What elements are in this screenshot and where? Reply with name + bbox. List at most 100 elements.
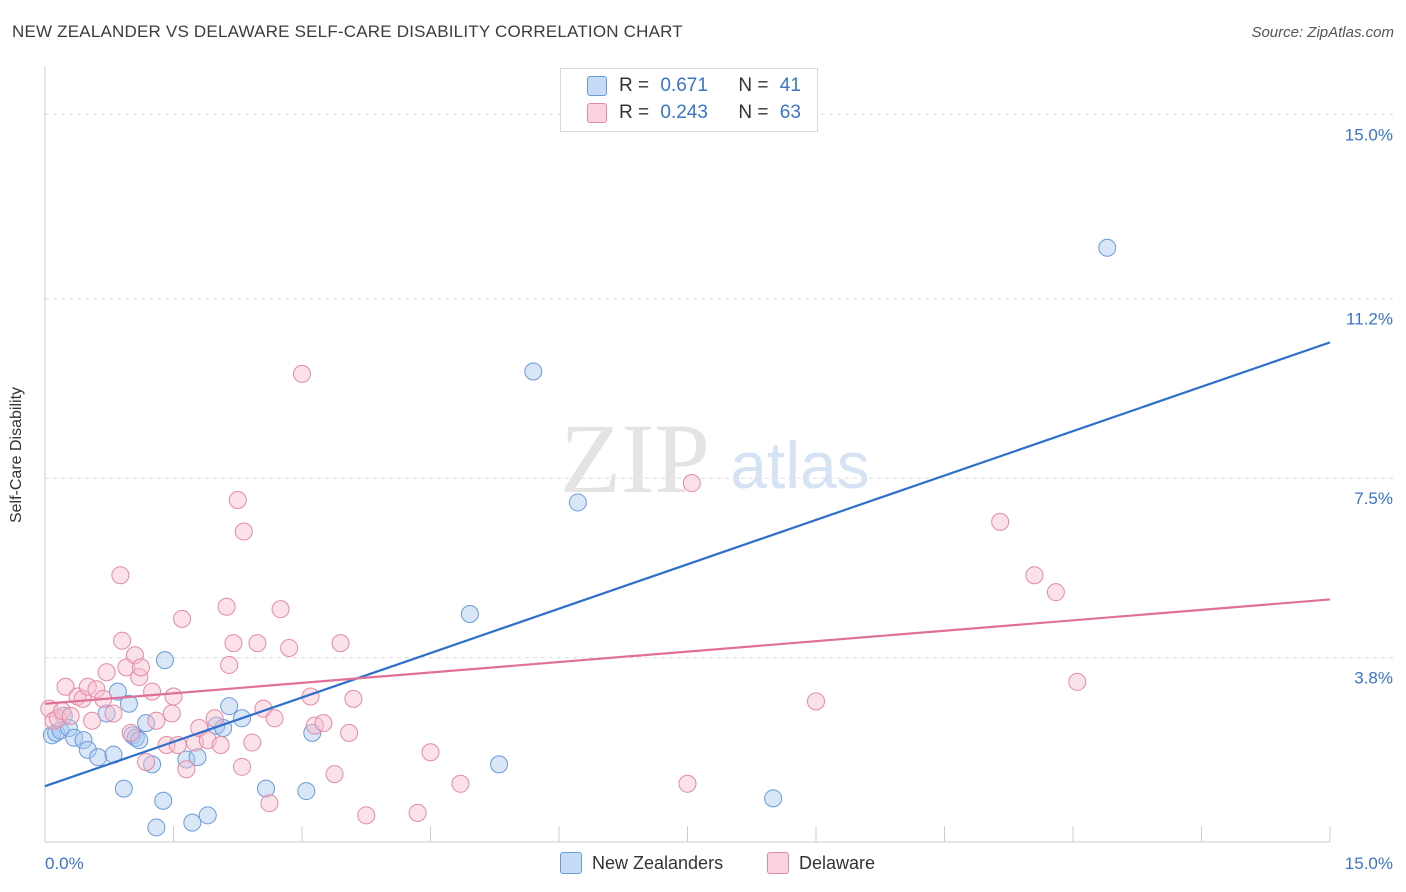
delaware-point [220, 655, 239, 674]
delaware-point [61, 706, 80, 725]
correlation-legend: R = 0.671 N = 41 R = 0.243 N = 63 [560, 68, 818, 132]
delaware-point [408, 803, 427, 822]
axes [44, 66, 1331, 843]
bottom-legend-label: Delaware [799, 852, 876, 873]
new-zealanders-point [108, 682, 127, 701]
delaware-point [314, 714, 333, 733]
delaware-point [991, 512, 1010, 531]
new-zealanders-point [198, 806, 217, 825]
delaware-point [682, 474, 701, 493]
new-zealanders-point [126, 728, 145, 747]
delaware-point [211, 735, 230, 754]
delaware-point [83, 711, 102, 730]
delaware-point [104, 704, 123, 723]
legend-n-label: N = [738, 75, 769, 96]
delaware-point [234, 522, 253, 541]
bottom-legend-swatch-pink [767, 852, 789, 874]
delaware-point [1025, 566, 1044, 585]
delaware-point [271, 600, 290, 619]
source-label: Source: ZipAtlas.com [1251, 24, 1394, 41]
new-zealanders-point [154, 791, 173, 810]
delaware-point [131, 658, 150, 677]
delaware-point [97, 663, 116, 682]
delaware-point [451, 774, 470, 793]
bottom-legend-swatch-blue [560, 852, 582, 874]
new-zealanders-point [155, 651, 174, 670]
new-zealanders-trend-line [44, 341, 1331, 788]
delaware-point [177, 760, 196, 779]
new-zealanders-point [764, 789, 783, 808]
delaware-point [344, 689, 363, 708]
new-zealanders-point [97, 704, 116, 723]
legend-n-value: 63 [779, 102, 801, 123]
new-zealanders-point [74, 731, 93, 750]
delaware-point [87, 680, 106, 699]
tick-labels: 3.8% 7.5% 11.2% 15.0% 0.0% 15.0% [45, 125, 1393, 873]
legend-n-label: N = [738, 102, 769, 123]
delaware-point [143, 682, 162, 701]
new-zealanders-point [183, 813, 202, 832]
new-zealanders-point [220, 697, 239, 716]
delaware-point [147, 711, 166, 730]
delaware-point [137, 752, 156, 771]
delaware-point [293, 364, 311, 383]
y-tick-label: 15.0% [1345, 125, 1393, 144]
legend-row-new-zealanders: R = 0.671 N = 41 [587, 74, 801, 98]
delaware-point [111, 566, 130, 585]
delaware-point [233, 757, 252, 776]
delaware-point [325, 765, 344, 784]
delaware-trend-line [44, 598, 1331, 705]
bottom-legend-new-zealanders: New Zealanders [560, 852, 723, 874]
new-zealanders-point [1098, 238, 1117, 257]
new-zealanders-point [568, 493, 587, 512]
delaware-point [173, 609, 192, 628]
legend-swatch-pink [587, 103, 607, 123]
new-zealanders-point [114, 779, 133, 798]
trend-lines [44, 341, 1331, 788]
y-axis-label: Self-Care Disability [8, 386, 25, 524]
delaware-point [121, 723, 140, 742]
new-zealanders-point [524, 362, 543, 381]
new-zealanders-point [177, 750, 196, 769]
x-tick-label: 15.0% [1345, 854, 1393, 873]
legend-n-value: 41 [779, 75, 801, 96]
delaware-point [421, 743, 440, 762]
delaware-point [217, 597, 236, 616]
bottom-legend-label: New Zealanders [592, 852, 724, 873]
x-tick-label: 0.0% [45, 854, 84, 873]
bottom-legend-delaware: Delaware [767, 852, 875, 874]
grid-lines [45, 113, 1395, 659]
new-zealanders-point [297, 782, 316, 801]
delaware-point [340, 723, 359, 742]
delaware-point [260, 794, 279, 813]
legend-r-label: R = [619, 75, 650, 96]
delaware-point [1046, 583, 1065, 602]
legend-r-value: 0.243 [660, 102, 708, 123]
new-zealanders-point [490, 755, 509, 774]
y-tick-label: 11.2% [1346, 310, 1393, 329]
delaware-point [678, 774, 697, 793]
delaware-point [56, 677, 75, 696]
data-points [40, 238, 1117, 837]
delaware-point [243, 733, 262, 752]
y-tick-label: 7.5% [1354, 489, 1393, 508]
delaware-point [164, 687, 183, 706]
delaware-point [162, 704, 181, 723]
new-zealanders-point [119, 694, 138, 713]
delaware-point [331, 634, 350, 653]
delaware-point [248, 634, 267, 653]
legend-r-label: R = [619, 102, 650, 123]
delaware-point [224, 634, 243, 653]
watermark-zip: ZIP [560, 403, 710, 514]
delaware-point [265, 709, 284, 728]
legend-r-value: 0.671 [660, 75, 708, 96]
delaware-point [280, 638, 299, 657]
new-zealanders-point [78, 740, 97, 759]
delaware-point [205, 709, 224, 728]
delaware-point [807, 692, 825, 711]
watermark-atlas: atlas [730, 428, 869, 502]
new-zealanders-point [89, 748, 108, 767]
new-zealanders-point [460, 605, 479, 624]
delaware-point [357, 806, 376, 825]
